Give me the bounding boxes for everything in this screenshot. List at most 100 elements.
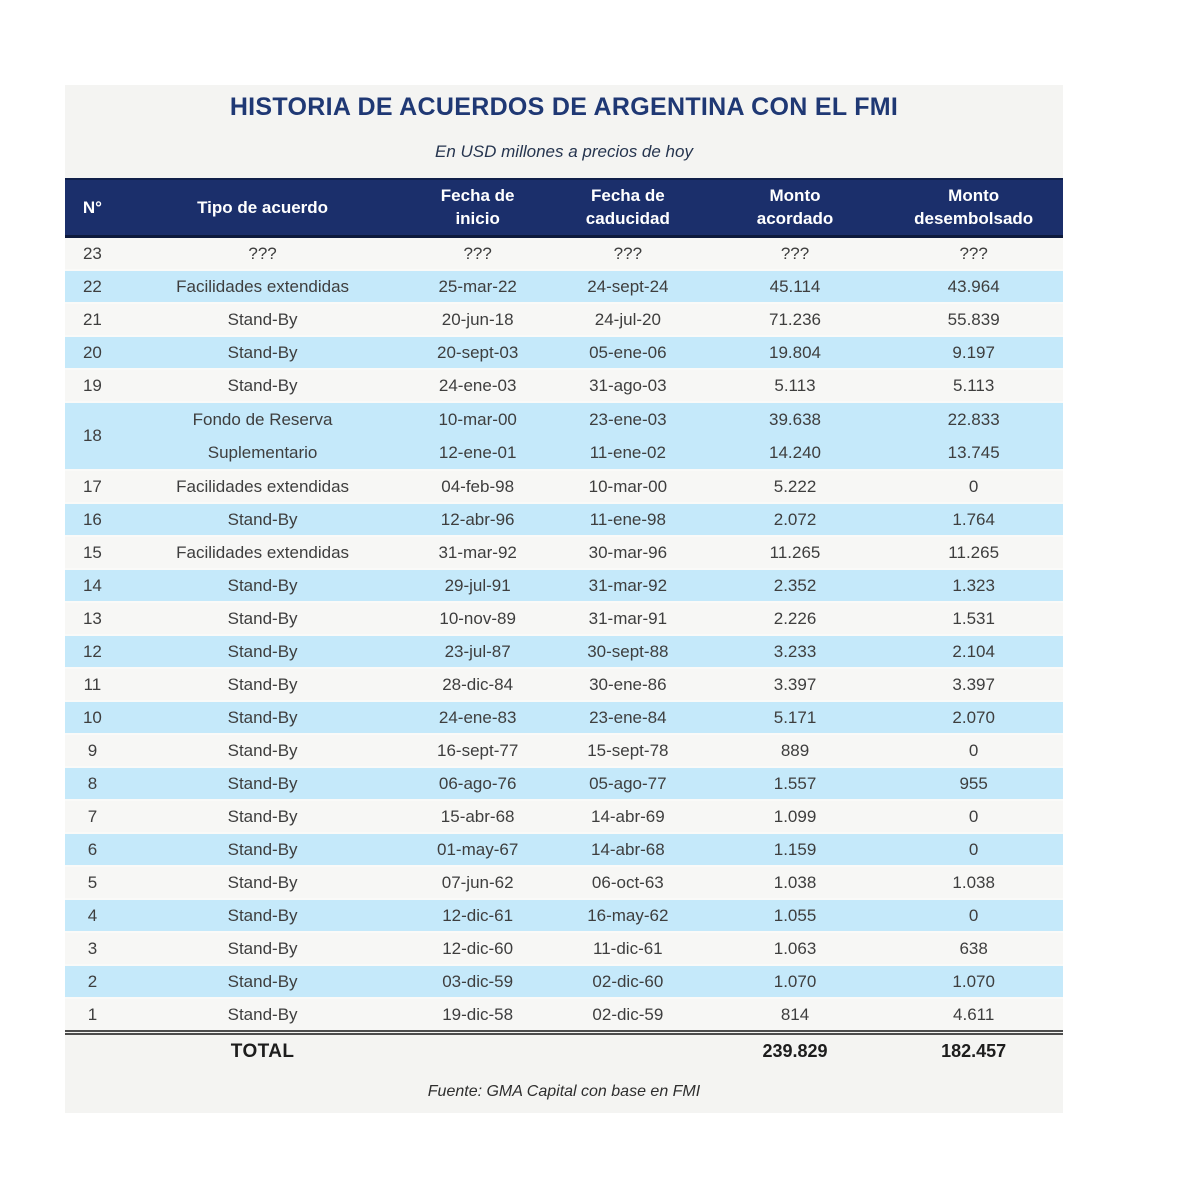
column-header-line: Fecha de [590, 186, 665, 206]
cell-line: 10-mar-00 [438, 409, 517, 429]
cell-line: 12-ene-01 [438, 442, 517, 462]
cell-tipo: Stand-By [119, 832, 406, 867]
cell-n: 15 [65, 535, 120, 570]
cell-inicio: 28-dic-84 [405, 667, 550, 702]
cell-n: 9 [65, 733, 120, 768]
table-row-16: 16 Stand-By 12-abr-96 11-ene-98 2.072 1.764 [65, 502, 1063, 537]
cell-n: 1 [65, 997, 120, 1033]
cell-inicio: 04-feb-98 [405, 469, 550, 504]
cell-inicio: 29-jul-91 [405, 568, 550, 603]
cell-acordado: 1.557 [705, 766, 885, 801]
cell-n: 5 [65, 865, 120, 900]
column-header-tipo: Tipo de acuerdo [119, 178, 406, 238]
table-row-11: 11 Stand-By 28-dic-84 30-ene-86 3.397 3.397 [65, 667, 1063, 702]
cell-line: 13.745 [947, 442, 1000, 462]
cell-acordado: 1.038 [705, 865, 885, 900]
cell-caducidad: 05-ene-06 [550, 335, 706, 370]
cell-desembolsado: 3.397 [884, 667, 1063, 702]
cell-inicio: 12-dic-60 [405, 931, 550, 966]
cell-caducidad: 30-mar-96 [550, 535, 706, 570]
cell-caducidad: 24-jul-20 [550, 302, 706, 337]
cell-desembolsado: 9.197 [884, 335, 1063, 370]
cell-inicio: 06-ago-76 [405, 766, 550, 801]
table-row-14: 14 Stand-By 29-jul-91 31-mar-92 2.352 1.323 [65, 568, 1063, 603]
cell-line: Fondo de Reserva [192, 409, 333, 429]
cell-desembolsado: 0 [884, 898, 1063, 933]
cell-acordado: 5.171 [705, 700, 885, 735]
cell-acordado: 11.265 [705, 535, 885, 570]
column-header-line: Monto [948, 186, 1000, 206]
cell-line: 11-ene-02 [589, 442, 666, 462]
table-row-18: 18 Fondo de Reserva Suplementario 10-mar-00… [65, 401, 1063, 471]
cell-n: 7 [65, 799, 120, 834]
cell-caducidad: 11-dic-61 [550, 931, 706, 966]
cell-tipo: Stand-By [119, 502, 406, 537]
cell-desembolsado: 4.611 [884, 997, 1063, 1033]
cell-caducidad: 14-abr-68 [550, 832, 706, 867]
column-header-inicio: Fecha de inicio [405, 178, 550, 238]
total-row: TOTAL 239.829 182.457 [65, 1029, 1063, 1069]
cell-desembolsado: 55.839 [884, 302, 1063, 337]
cell-desembolsado: 955 [884, 766, 1063, 801]
cell-acordado: 814 [705, 997, 885, 1033]
cell-inicio: 20-sept-03 [405, 335, 550, 370]
cell-n: 20 [65, 335, 120, 370]
table-row-10: 10 Stand-By 24-ene-83 23-ene-84 5.171 2.070 [65, 700, 1063, 735]
cell-desembolsado: 638 [884, 931, 1063, 966]
cell-inicio: 07-jun-62 [405, 865, 550, 900]
cell-inicio: 24-ene-03 [405, 368, 550, 403]
total-label: TOTAL [119, 1029, 406, 1069]
table-row-19: 19 Stand-By 24-ene-03 31-ago-03 5.113 5.113 [65, 368, 1063, 403]
cell-inicio: 19-dic-58 [405, 997, 550, 1033]
cell-tipo: Stand-By [119, 335, 406, 370]
cell-acordado: 3.233 [705, 634, 885, 669]
cell-line: 22.833 [947, 409, 1000, 429]
cell-n: 23 [65, 236, 120, 271]
column-header-line: caducidad [585, 209, 670, 229]
cell-line: 39.638 [769, 409, 821, 429]
imf-agreements-table-card: HISTORIA DE ACUERDOS DE ARGENTINA CON EL… [65, 85, 1063, 1113]
cell-acordado: 71.236 [705, 302, 885, 337]
agreements-table-wrapper: N° Tipo de acuerdo Fecha de inicio Fecha de c… [65, 178, 1063, 1069]
cell-tipo: Stand-By [119, 601, 406, 636]
cell-inicio: 25-mar-22 [405, 269, 550, 304]
cell-inicio: 15-abr-68 [405, 799, 550, 834]
column-header-acordado: Monto acordado [705, 178, 885, 238]
cell-desembolsado: ??? [884, 236, 1063, 271]
table-row-5: 5 Stand-By 07-jun-62 06-oct-63 1.038 1.038 [65, 865, 1063, 900]
cell-n: 13 [65, 601, 120, 636]
cell-acordado: 889 [705, 733, 885, 768]
cell-inicio: 16-sept-77 [405, 733, 550, 768]
cell-caducidad: 30-ene-86 [550, 667, 706, 702]
cell-caducidad: 02-dic-60 [550, 964, 706, 999]
cell-line: Suplementario [207, 442, 318, 462]
table-row-20: 20 Stand-By 20-sept-03 05-ene-06 19.804 9.197 [65, 335, 1063, 370]
cell-acordado: 19.804 [705, 335, 885, 370]
cell-desembolsado: 5.113 [884, 368, 1063, 403]
cell-inicio: ??? [405, 236, 550, 271]
cell-inicio: 20-jun-18 [405, 302, 550, 337]
cell-caducidad: 23-ene-03 11-ene-02 [550, 401, 706, 471]
cell-inicio: 03-dic-59 [405, 964, 550, 999]
cell-desembolsado: 0 [884, 832, 1063, 867]
total-desembolsado: 182.457 [884, 1029, 1063, 1069]
cell-caducidad: 30-sept-88 [550, 634, 706, 669]
cell-caducidad: 15-sept-78 [550, 733, 706, 768]
cell-caducidad: 11-ene-98 [550, 502, 706, 537]
column-header-line: desembolsado [914, 209, 1034, 229]
column-header-caducidad: Fecha de caducidad [550, 178, 706, 238]
cell-line: 14.240 [769, 442, 821, 462]
cell-tipo: Stand-By [119, 997, 406, 1033]
cell-caducidad: ??? [550, 236, 706, 271]
cell-tipo: Facilidades extendidas [119, 269, 406, 304]
table-row-21: 21 Stand-By 20-jun-18 24-jul-20 71.236 55.839 [65, 302, 1063, 337]
cell-inicio: 24-ene-83 [405, 700, 550, 735]
cell-acordado: 5.222 [705, 469, 885, 504]
table-row-8: 8 Stand-By 06-ago-76 05-ago-77 1.557 955 [65, 766, 1063, 801]
cell-caducidad: 10-mar-00 [550, 469, 706, 504]
cell-tipo: Stand-By [119, 865, 406, 900]
cell-desembolsado: 0 [884, 469, 1063, 504]
table-row-12: 12 Stand-By 23-jul-87 30-sept-88 3.233 2.104 [65, 634, 1063, 669]
cell-n: 11 [65, 667, 120, 702]
cell-inicio: 12-dic-61 [405, 898, 550, 933]
